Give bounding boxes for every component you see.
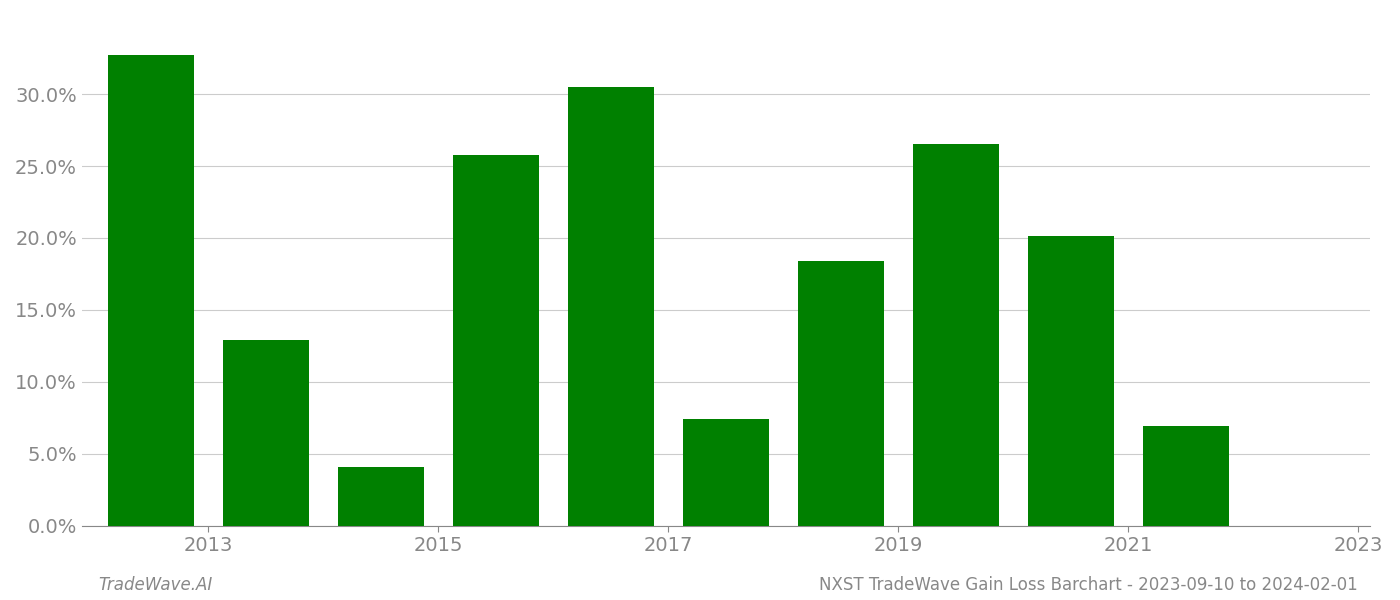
Bar [683,419,769,526]
Bar [1142,427,1229,526]
Bar [798,261,883,526]
Bar [108,55,195,526]
Bar [568,87,654,526]
Bar [452,155,539,526]
Bar [1028,236,1114,526]
Bar [223,340,309,526]
Bar [913,145,1000,526]
Text: TradeWave.AI: TradeWave.AI [98,576,213,594]
Bar [337,467,424,526]
Text: NXST TradeWave Gain Loss Barchart - 2023-09-10 to 2024-02-01: NXST TradeWave Gain Loss Barchart - 2023… [819,576,1358,594]
